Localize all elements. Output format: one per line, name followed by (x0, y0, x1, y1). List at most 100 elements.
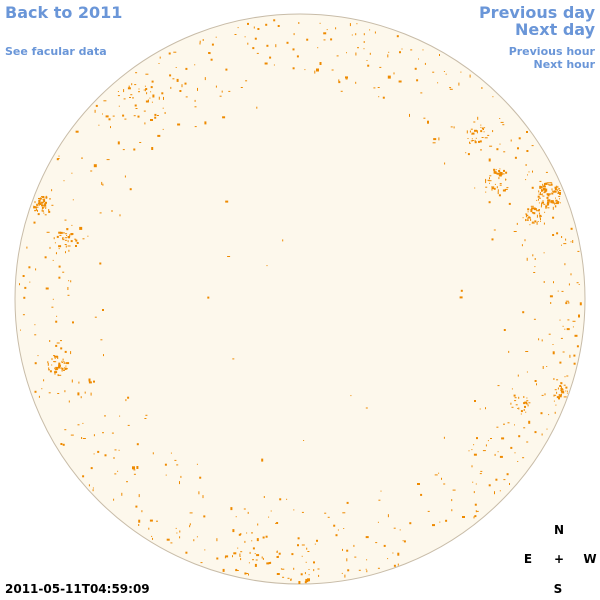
facula-point (470, 128, 473, 130)
facula-point (427, 120, 429, 124)
facula-point (557, 290, 559, 292)
facula-point (409, 113, 410, 117)
facula-point (179, 530, 181, 533)
facula-point (378, 499, 381, 501)
facula-point (433, 138, 437, 141)
facula-point (536, 383, 537, 386)
facula-point (118, 105, 120, 107)
facula-point (127, 396, 130, 399)
facula-point (55, 367, 58, 370)
facula-point (487, 134, 490, 136)
facula-point (534, 266, 536, 268)
facula-point (304, 581, 307, 584)
see-facular-data-link[interactable]: See facular data (5, 45, 107, 58)
facula-point (54, 367, 55, 369)
facula-point (106, 159, 110, 161)
facula-point (565, 390, 567, 392)
facula-point (124, 118, 127, 120)
facula-point (541, 189, 544, 191)
facula-point (275, 522, 277, 524)
facula-point (62, 358, 64, 361)
facula-point (72, 321, 74, 324)
back-to-year-link[interactable]: Back to 2011 (5, 3, 123, 22)
facular-points-layer (19, 19, 582, 584)
facula-point (545, 188, 548, 192)
facula-point (561, 290, 564, 292)
facula-point (482, 450, 486, 452)
facula-point (511, 406, 514, 408)
facula-point (43, 379, 45, 382)
facula-point (541, 339, 543, 342)
facula-point (387, 54, 389, 58)
facula-point (64, 390, 66, 393)
facula-point (324, 512, 327, 514)
facula-point (363, 41, 365, 43)
facula-point (480, 130, 483, 133)
facula-point (219, 95, 222, 97)
facula-point (420, 92, 423, 94)
facula-point (180, 475, 182, 478)
facula-point (346, 558, 348, 562)
facula-point (474, 515, 477, 518)
facula-point (141, 510, 143, 513)
facula-point (194, 99, 196, 102)
facula-point (184, 82, 187, 85)
facula-point (559, 385, 562, 387)
facula-point (68, 249, 70, 252)
facula-point (276, 550, 278, 553)
facula-point (81, 157, 83, 159)
facula-point (292, 48, 295, 51)
facula-point (510, 402, 512, 405)
facula-point (330, 38, 333, 41)
facula-point (353, 544, 355, 547)
facula-point (98, 124, 100, 126)
facula-point (95, 104, 98, 107)
facula-point (99, 262, 102, 265)
facula-point (366, 60, 368, 61)
facula-point (503, 423, 505, 425)
facula-point (540, 218, 541, 221)
facula-point (92, 489, 94, 492)
facula-point (161, 92, 164, 95)
facula-point (39, 203, 42, 205)
facula-point (552, 216, 555, 219)
facula-point (499, 118, 501, 119)
facula-point (63, 362, 65, 364)
facula-point (557, 192, 561, 194)
facula-point (565, 302, 568, 305)
facula-point (129, 188, 132, 191)
facula-point (240, 551, 243, 553)
facula-point (44, 214, 47, 216)
facula-point (517, 408, 519, 409)
facula-point (276, 556, 279, 558)
facula-point (261, 556, 263, 559)
next-day-link[interactable]: Next day (515, 20, 595, 39)
facula-point (22, 275, 25, 277)
facula-point (534, 431, 537, 434)
facula-point (276, 522, 279, 524)
facula-point (494, 171, 497, 174)
facula-point (257, 28, 260, 30)
previous-day-link[interactable]: Previous day (478, 3, 595, 22)
facula-point (37, 202, 40, 205)
facula-point (528, 420, 531, 424)
facula-point (138, 519, 141, 523)
facula-point (483, 129, 484, 130)
facula-point (564, 263, 566, 266)
facula-point (542, 185, 546, 188)
facula-point (198, 491, 200, 495)
previous-hour-link[interactable]: Previous hour (508, 45, 595, 58)
facula-point (481, 137, 484, 138)
next-hour-link[interactable]: Next hour (533, 58, 596, 71)
facula-point (548, 333, 551, 335)
facula-point (365, 536, 369, 539)
facula-point (102, 113, 103, 115)
facula-point (546, 196, 549, 199)
facula-point (452, 489, 456, 491)
facula-point (458, 82, 460, 86)
facula-point (566, 375, 569, 377)
facula-point (131, 83, 133, 86)
facula-point (525, 179, 527, 181)
facula-point (48, 210, 51, 213)
facula-point (65, 233, 68, 235)
